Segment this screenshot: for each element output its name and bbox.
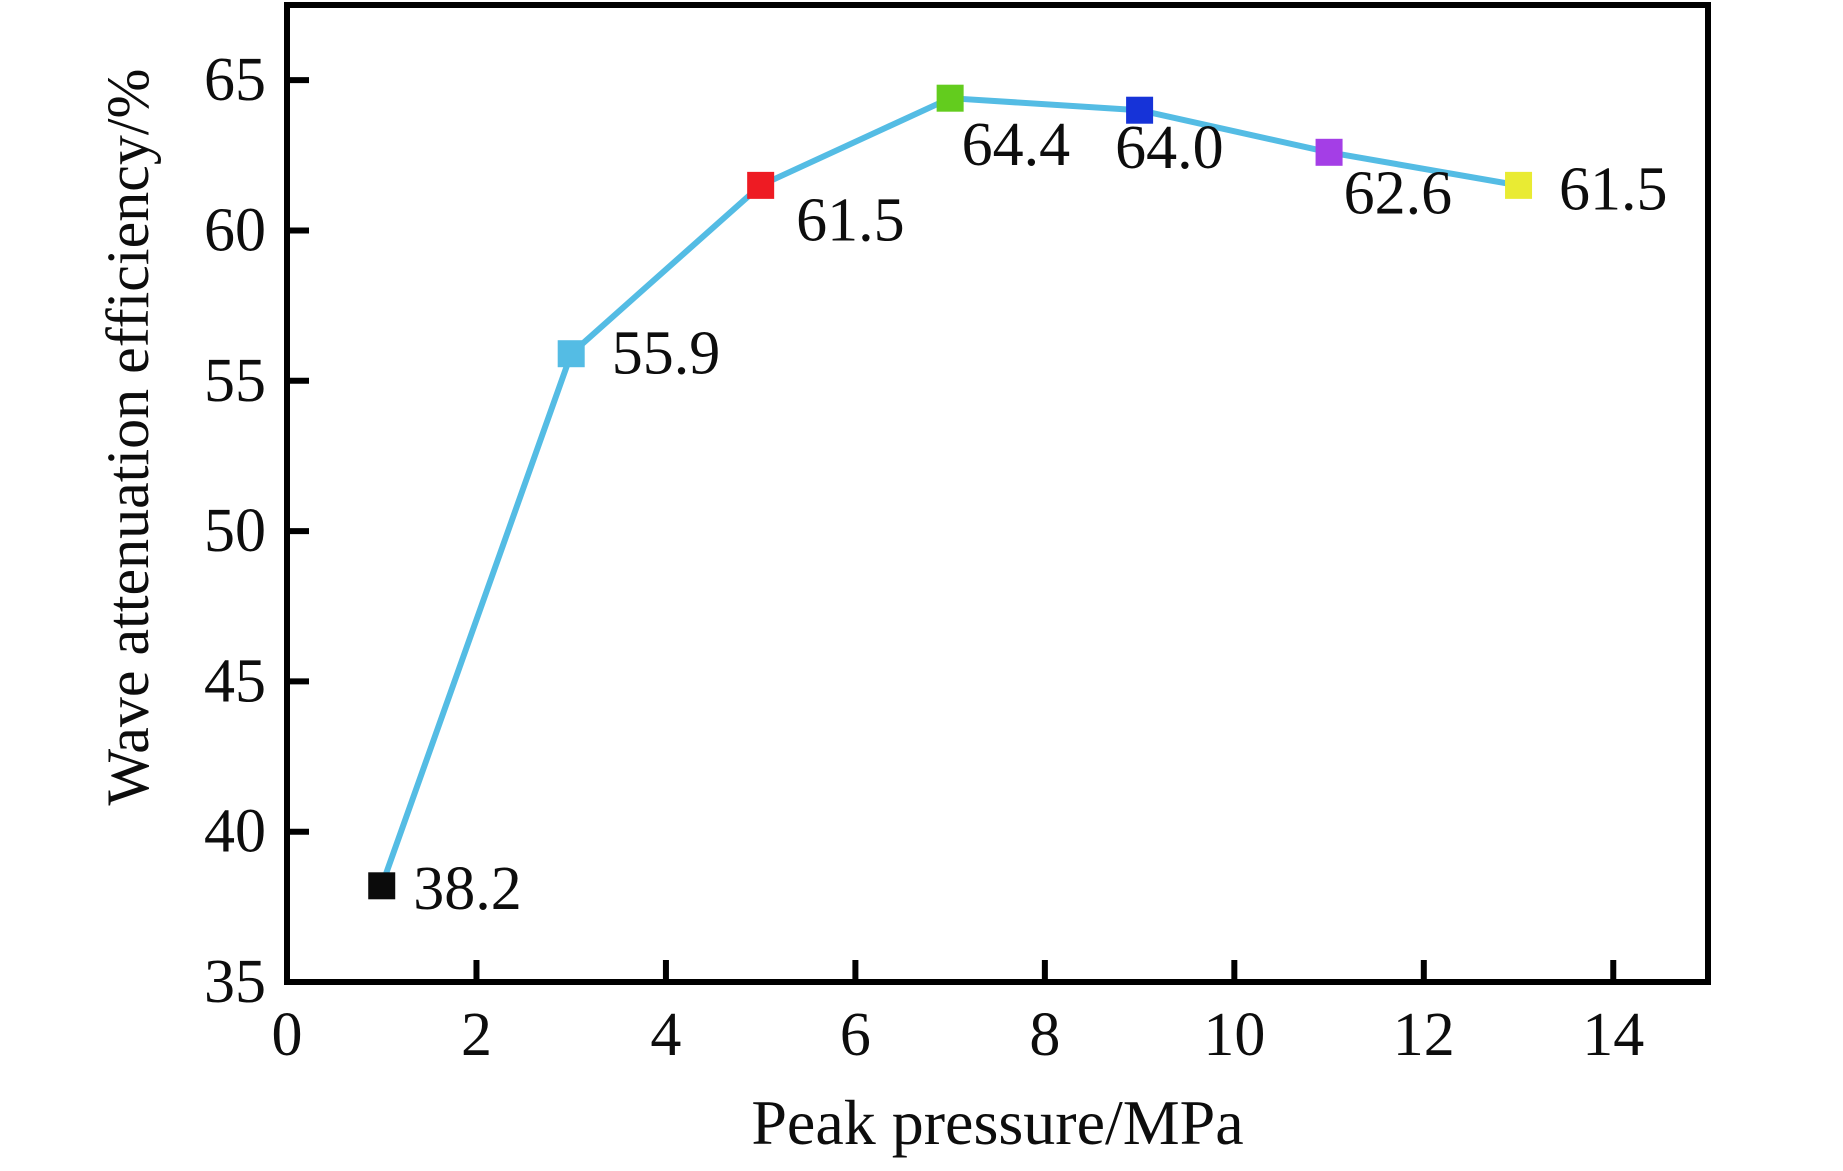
y-tick-label: 45 xyxy=(204,647,266,715)
data-point-label: 64.4 xyxy=(962,111,1070,179)
plot-frame xyxy=(284,2,1711,985)
x-axis-title: Peak pressure/MPa xyxy=(751,1087,1244,1158)
data-point-marker xyxy=(368,872,396,900)
x-tick-label: 12 xyxy=(1393,1001,1455,1069)
x-tick-label: 4 xyxy=(650,1001,681,1069)
x-tick-label: 2 xyxy=(461,1001,492,1069)
data-point-label: 55.9 xyxy=(612,320,721,388)
data-point-marker xyxy=(1505,171,1533,199)
data-point-marker xyxy=(1126,96,1154,124)
y-tick-label: 60 xyxy=(204,196,266,264)
y-tick-label: 35 xyxy=(204,948,266,1016)
y-tick-label: 40 xyxy=(204,798,266,866)
y-tick-label: 50 xyxy=(204,497,266,565)
data-point-marker xyxy=(936,84,964,112)
x-tick-label: 14 xyxy=(1582,1001,1644,1069)
data-point-marker xyxy=(557,340,585,368)
x-tick-label: 8 xyxy=(1029,1001,1060,1069)
y-axis-title: Wave attenuation efficiency/% xyxy=(95,68,161,806)
x-tick-label: 6 xyxy=(840,1001,871,1069)
x-tick-label: 10 xyxy=(1203,1001,1265,1069)
data-point-label: 61.5 xyxy=(1559,155,1668,223)
data-point-label: 61.5 xyxy=(796,186,905,254)
data-point-marker xyxy=(747,171,775,199)
x-tick-label: 0 xyxy=(272,1001,303,1069)
data-point-label: 62.6 xyxy=(1344,159,1453,227)
data-point-marker xyxy=(1315,138,1343,166)
data-point-label: 38.2 xyxy=(413,855,522,923)
data-point-label: 64.0 xyxy=(1115,114,1224,182)
y-tick-label: 65 xyxy=(204,46,266,114)
y-tick-label: 55 xyxy=(204,347,266,415)
